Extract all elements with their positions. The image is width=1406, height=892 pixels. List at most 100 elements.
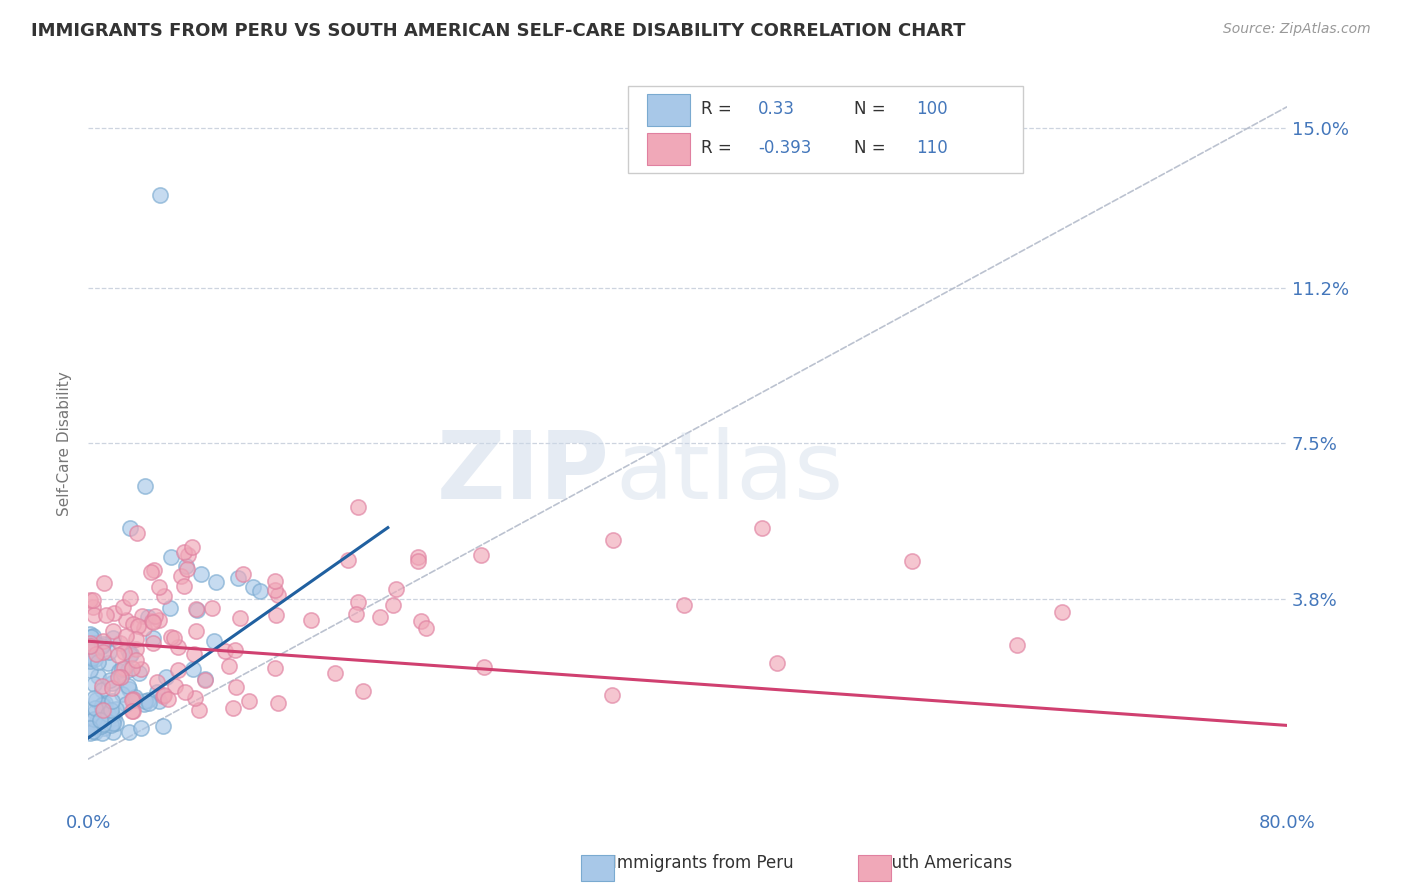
Point <box>100 702 122 716</box>
Point <box>90 698 112 713</box>
Point <box>184 690 207 705</box>
Point <box>139 565 162 579</box>
Point <box>83 705 105 719</box>
Point <box>83 713 105 727</box>
Text: 0.33: 0.33 <box>758 100 796 118</box>
Point <box>166 640 188 655</box>
Point <box>91 703 114 717</box>
Point <box>89 714 111 728</box>
Point <box>181 540 204 554</box>
Point <box>153 589 176 603</box>
Point <box>80 649 103 664</box>
Point <box>181 662 204 676</box>
Point <box>90 718 112 732</box>
Point <box>176 562 198 576</box>
Point <box>204 575 226 590</box>
Point <box>1050 605 1073 619</box>
Point <box>107 648 129 662</box>
Point <box>148 580 170 594</box>
Point <box>93 696 115 710</box>
Point <box>103 711 125 725</box>
Point <box>79 636 101 650</box>
Point <box>264 607 287 622</box>
Point <box>87 655 110 669</box>
Point <box>368 609 391 624</box>
Point <box>131 722 153 736</box>
Point <box>79 720 101 734</box>
Text: atlas: atlas <box>616 426 844 519</box>
Point <box>101 707 124 722</box>
Point <box>93 722 115 736</box>
Point <box>122 617 145 632</box>
Point <box>86 714 108 728</box>
Point <box>118 591 141 606</box>
Point <box>385 582 408 596</box>
Point <box>91 637 114 651</box>
Point <box>347 500 370 514</box>
Point <box>129 662 152 676</box>
Text: 110: 110 <box>917 138 948 157</box>
Point <box>96 715 118 730</box>
Point <box>84 647 107 661</box>
Point <box>406 554 429 568</box>
Point <box>218 658 240 673</box>
Point <box>114 613 136 627</box>
Point <box>82 593 104 607</box>
Point <box>83 677 105 691</box>
Point <box>186 602 208 616</box>
Point <box>242 580 264 594</box>
Point <box>91 716 114 731</box>
Text: Immigrants from Peru: Immigrants from Peru <box>612 855 794 872</box>
Point <box>159 550 181 565</box>
Point <box>94 706 117 720</box>
Point <box>148 614 170 628</box>
Point <box>128 665 150 680</box>
Text: Source: ZipAtlas.com: Source: ZipAtlas.com <box>1223 22 1371 37</box>
Point <box>97 656 120 670</box>
FancyBboxPatch shape <box>647 133 690 165</box>
Point <box>229 611 252 625</box>
Point <box>79 663 101 677</box>
Point <box>138 697 160 711</box>
Point <box>114 697 136 711</box>
Point <box>103 724 125 739</box>
Point <box>101 694 124 708</box>
Point <box>121 692 143 706</box>
Point <box>103 606 125 620</box>
Point <box>101 632 124 646</box>
Point <box>124 690 146 704</box>
Point <box>111 687 134 701</box>
Text: ZIP: ZIP <box>437 426 610 519</box>
Point <box>90 726 112 740</box>
Text: R =: R = <box>700 100 737 118</box>
Point <box>86 693 108 707</box>
Text: IMMIGRANTS FROM PERU VS SOUTH AMERICAN SELF-CARE DISABILITY CORRELATION CHART: IMMIGRANTS FROM PERU VS SOUTH AMERICAN S… <box>31 22 966 40</box>
Point <box>125 632 148 646</box>
Point <box>79 652 101 666</box>
Point <box>157 691 180 706</box>
Point <box>101 624 124 638</box>
Point <box>94 704 117 718</box>
Point <box>101 676 124 690</box>
Point <box>110 669 132 683</box>
Point <box>146 684 169 698</box>
Point <box>79 593 101 607</box>
Point <box>238 694 260 708</box>
Point <box>125 693 148 707</box>
Point <box>91 679 114 693</box>
Point <box>101 715 124 730</box>
Point <box>83 690 105 705</box>
Point <box>80 630 103 644</box>
Point <box>97 645 120 659</box>
Point <box>91 639 114 653</box>
Point <box>80 714 103 728</box>
Point <box>264 661 287 675</box>
Point <box>107 670 129 684</box>
FancyBboxPatch shape <box>627 87 1024 173</box>
Point <box>117 643 139 657</box>
Point <box>174 558 197 573</box>
Point <box>141 614 163 628</box>
Point <box>249 583 271 598</box>
Point <box>100 681 122 696</box>
FancyBboxPatch shape <box>647 94 690 126</box>
